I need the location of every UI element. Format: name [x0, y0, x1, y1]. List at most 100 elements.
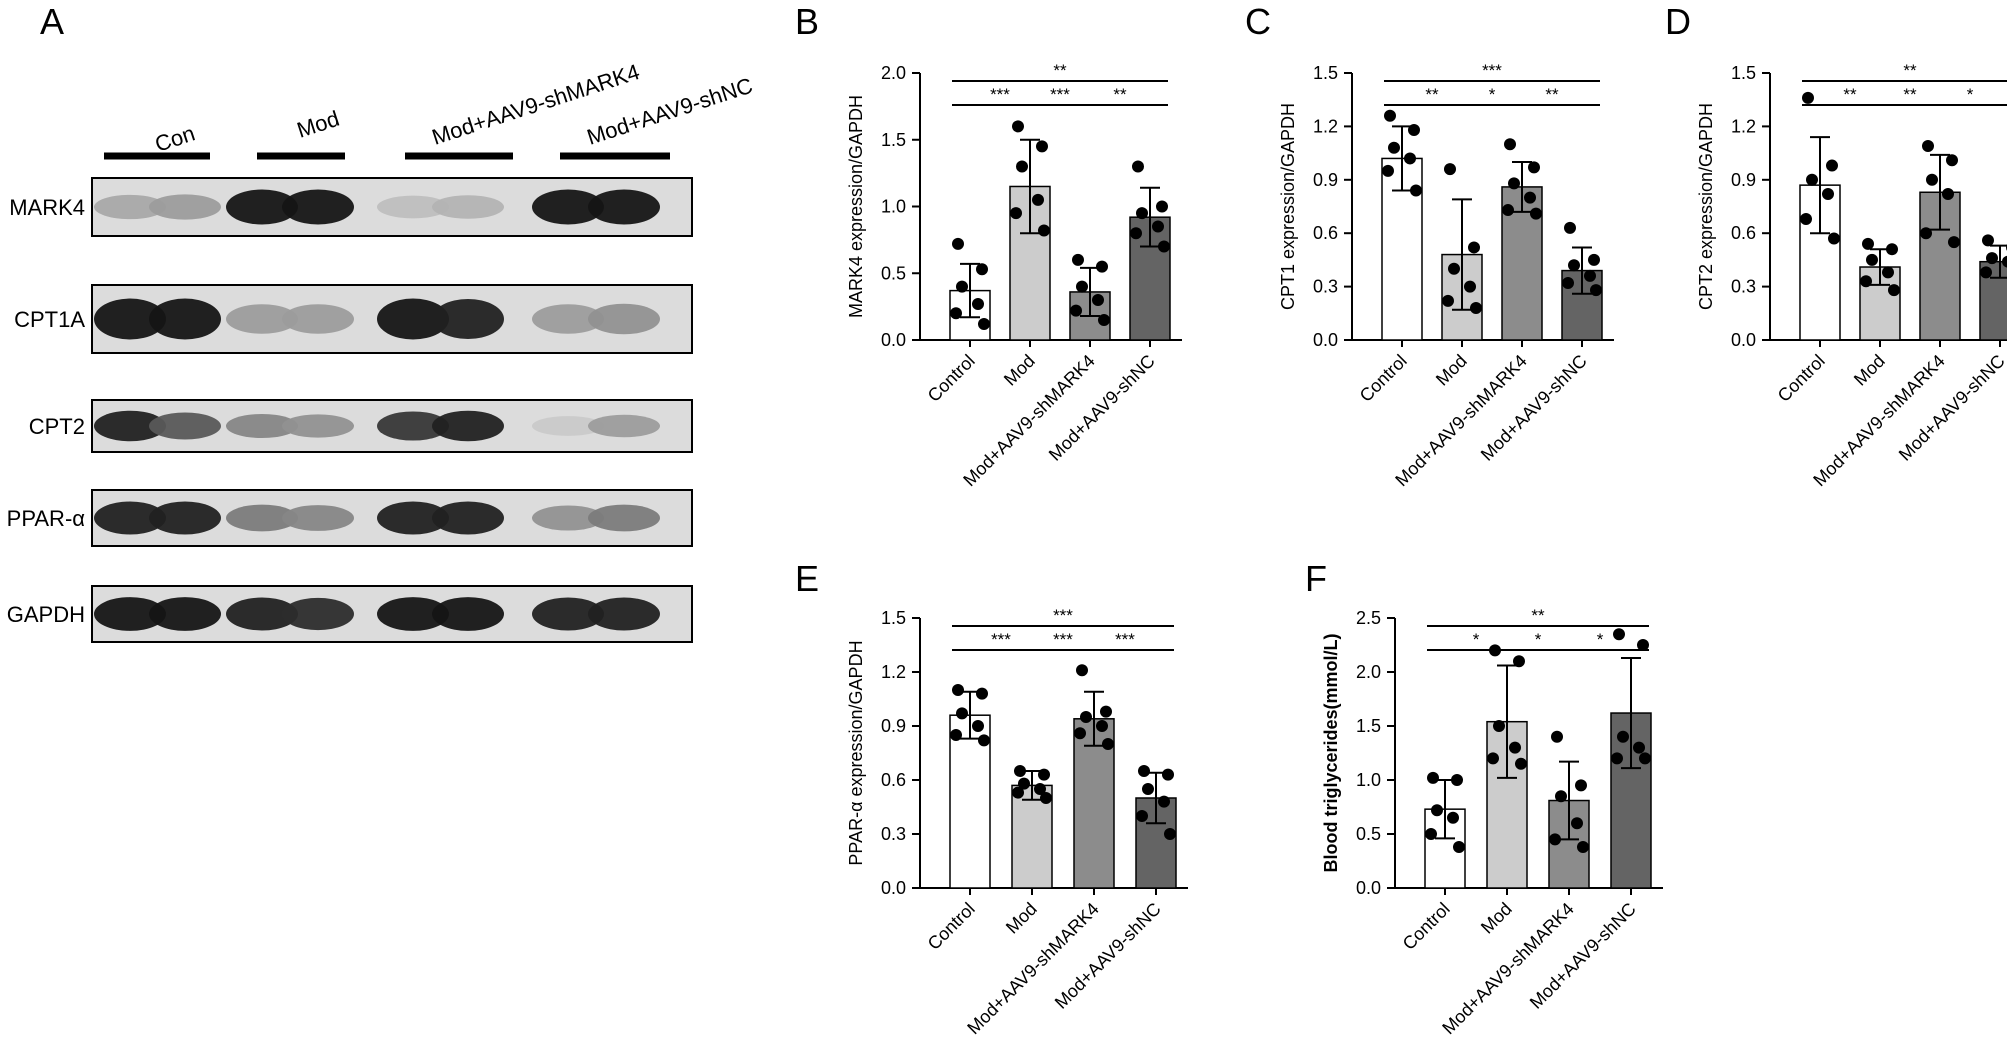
panel-letter-b: B	[795, 1, 819, 42]
data-point	[972, 720, 984, 732]
panel-letter-c: C	[1245, 1, 1271, 42]
data-point	[952, 237, 964, 250]
blot-band	[377, 501, 449, 535]
data-point	[1980, 266, 1992, 279]
data-point	[1096, 260, 1108, 273]
blot-band	[588, 597, 660, 631]
blot-band	[94, 501, 166, 535]
y-tick-label: 1.5	[1731, 63, 1756, 83]
significance-label: *	[1489, 85, 1496, 104]
data-point	[1886, 243, 1898, 256]
data-point	[1555, 790, 1567, 803]
y-tick-label: 1.2	[881, 662, 906, 682]
blot-group-label: Con	[152, 121, 198, 157]
data-point	[1470, 301, 1482, 314]
y-tick-label: 0.3	[1731, 277, 1756, 297]
data-point	[1010, 207, 1022, 220]
data-point	[950, 729, 962, 741]
data-point	[976, 687, 988, 700]
blot-band	[94, 298, 166, 340]
y-tick-label: 1.2	[1313, 116, 1338, 136]
y-tick-label: 0.0	[881, 330, 906, 350]
data-point	[1076, 280, 1088, 293]
data-point	[1136, 810, 1148, 822]
blot-band	[226, 413, 298, 439]
data-point	[1611, 752, 1623, 765]
data-point	[1862, 237, 1874, 250]
data-point	[1012, 786, 1024, 799]
data-point	[1016, 160, 1028, 173]
y-tick-label: 0.6	[881, 770, 906, 790]
data-point	[1986, 252, 1998, 265]
category-label: Mod	[1850, 351, 1889, 390]
category-label: Mod	[1000, 351, 1039, 390]
panel-letter-e: E	[795, 558, 819, 599]
data-point	[1577, 840, 1589, 853]
data-point	[1014, 765, 1026, 777]
data-point	[1802, 91, 1814, 104]
data-point	[1637, 639, 1649, 651]
western-blot-panel: Con Mod Mod+AAV9-shMARK4Mod+AAV9-shNCMARK4…	[7, 59, 756, 643]
data-point	[1080, 711, 1092, 723]
data-point	[1382, 164, 1394, 177]
blot-band	[94, 194, 166, 220]
data-point	[1442, 294, 1454, 307]
data-point	[1504, 138, 1516, 151]
chart-panel-b: 0.0 0.5 1.0 1.5 2.0 MARK4 expression/GAPDH Con…	[846, 61, 1182, 490]
panel-letter-a: A	[40, 1, 64, 42]
blot-band	[432, 410, 504, 442]
blot-band	[282, 414, 354, 438]
significance-label: ***	[991, 630, 1011, 649]
chart-panel-e: 0.0 0.3 0.6 0.9 1.2 1.5 PPAR-α expression/GAPD…	[846, 606, 1188, 1038]
data-point	[1562, 277, 1574, 290]
data-point	[976, 263, 988, 276]
y-tick-label: 1.5	[881, 608, 906, 628]
blot-band	[226, 189, 298, 225]
y-tick-label: 1.0	[1356, 770, 1381, 790]
y-tick-label: 0.0	[1313, 330, 1338, 350]
data-point	[972, 297, 984, 310]
category-label: Mod+AAV9-shNC	[1526, 899, 1640, 1013]
y-tick-label: 0.0	[881, 878, 906, 898]
data-point	[1453, 840, 1465, 853]
significance-label: ***	[1482, 61, 1502, 80]
y-tick-label: 0.9	[1731, 170, 1756, 190]
data-point	[1528, 161, 1540, 174]
data-point	[1946, 154, 1958, 167]
blot-band	[532, 416, 604, 436]
blot-band	[226, 304, 298, 334]
data-point	[1096, 720, 1108, 732]
y-tick-label: 1.2	[1731, 116, 1756, 136]
y-axis-label: Blood triglycerides(mmol/L)	[1321, 633, 1341, 872]
data-point	[1502, 204, 1514, 217]
data-point	[1384, 109, 1396, 122]
data-point	[1410, 184, 1422, 197]
blot-group-label: Mod	[294, 106, 342, 143]
category-label: Control	[1774, 351, 1829, 406]
data-point	[1036, 140, 1048, 153]
data-point	[1130, 227, 1142, 240]
blot-band	[282, 304, 354, 334]
category-label: Control	[1356, 351, 1411, 406]
data-point	[1098, 313, 1110, 326]
data-point	[1032, 193, 1044, 206]
y-tick-label: 2.0	[1356, 662, 1381, 682]
category-label: Control	[1399, 899, 1454, 954]
category-label: Mod	[1477, 899, 1516, 938]
blot-row-label: PPAR-α	[7, 506, 86, 531]
y-tick-label: 2.5	[1356, 608, 1381, 628]
data-point	[956, 707, 968, 720]
data-point	[1564, 221, 1576, 234]
blot-band	[532, 505, 604, 531]
y-axis-label: CPT2 expression/GAPDH	[1696, 103, 1716, 310]
data-point	[1828, 232, 1840, 245]
category-label: Mod	[1432, 351, 1471, 390]
data-point	[1613, 628, 1625, 641]
blot-band	[588, 189, 660, 225]
category-label: Mod+AAV9-shNC	[1895, 351, 2007, 465]
panel-letter-d: D	[1665, 1, 1691, 42]
data-point	[1888, 284, 1900, 297]
blot-band	[226, 597, 298, 631]
category-label: Mod	[1002, 899, 1041, 938]
